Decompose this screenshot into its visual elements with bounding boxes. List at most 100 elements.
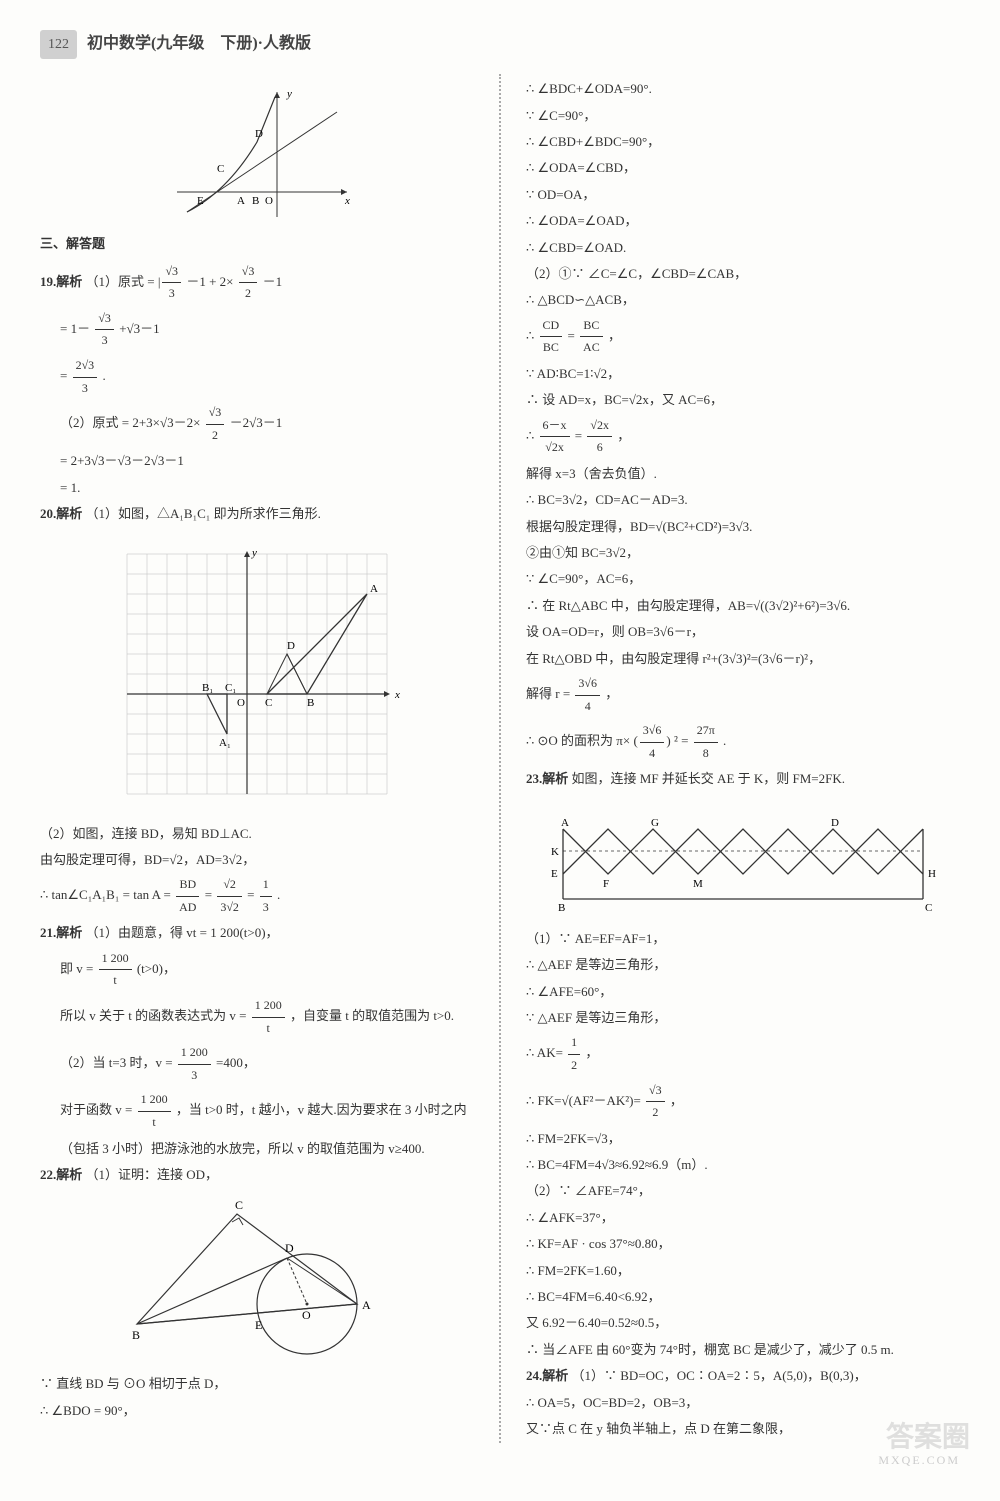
left-column: y x O D C E A B 三、解答题 19.解析 （1）原式 = |√33… xyxy=(40,74,474,1443)
svg-text:C₁: C₁ xyxy=(225,682,236,694)
svg-text:G: G xyxy=(651,817,659,829)
frac: 1 2003 xyxy=(178,1042,211,1086)
svg-text:y: y xyxy=(286,88,292,100)
r14: 解得 x=3（舍去负值）. xyxy=(526,462,960,485)
svg-text:y: y xyxy=(251,547,257,559)
page-number: 122 xyxy=(40,30,77,59)
q20-line1: 20.解析 （1）如图，△A₁B₁C₁ 即为所求作三角形. xyxy=(40,502,474,525)
svg-text:C: C xyxy=(265,697,272,709)
q23-line1: 23.解析 如图，连接 MF 并延长交 AE 于 K，则 FM=2FK. xyxy=(526,767,960,790)
svg-text:x: x xyxy=(344,195,350,207)
q23-p14: ∴ BC=4FM=6.40<6.92， xyxy=(526,1285,960,1308)
q21-label: 21.解析 xyxy=(40,925,82,940)
q19-line4: （2）原式 = 2+3×√3－2× √32 －2√3－1 xyxy=(40,402,474,446)
q23-p6: ∴ AK= 12 ， xyxy=(526,1032,960,1076)
svg-text:B: B xyxy=(252,195,259,207)
r15: ∴ BC=3√2，CD=AC－AD=3. xyxy=(526,488,960,511)
r3: ∴ ∠CBD+∠BDC=90°， xyxy=(526,130,960,153)
r2: ∵ ∠C=90°， xyxy=(526,104,960,127)
q19-line2: = 1－ √33 +√3－1 xyxy=(40,308,474,352)
svg-text:C: C xyxy=(217,163,224,175)
q20-p2: （2）如图，连接 BD，易知 BD⊥AC. xyxy=(40,822,474,845)
q23-p15: 又 6.92－6.40=0.52≈0.5， xyxy=(526,1311,960,1334)
frac: CDBC xyxy=(540,315,563,359)
frac: √23√2 xyxy=(217,874,242,918)
svg-text:E: E xyxy=(197,195,204,207)
q23-p13: ∴ FM=2FK=1.60， xyxy=(526,1259,960,1282)
r22: 解得 r = 3√64 ， xyxy=(526,673,960,717)
q24-line1: 24.解析 （1）∵ BD=OC，OC∶OA=2∶5，A(5,0)，B(0,3)… xyxy=(526,1364,960,1387)
r18: ∵ ∠C=90°，AC=6， xyxy=(526,567,960,590)
q24-p2: ∴ OA=5，OC=BD=2，OB=3， xyxy=(526,1391,960,1414)
r8: （2）①∵ ∠C=∠C，∠CBD=∠CAB， xyxy=(526,262,960,285)
svg-text:D: D xyxy=(255,128,263,140)
q21-line1: 21.解析 （1）由题意，得 vt = 1 200(t>0)， xyxy=(40,921,474,944)
svg-text:A: A xyxy=(370,583,378,595)
column-divider xyxy=(499,74,501,1443)
page-container: 122 初中数学(九年级 下册)·人教版 y x O D C E A B xyxy=(0,0,1000,1473)
q23-p16: ∴ 当∠AFE 由 60°变为 74°时，棚宽 BC 是减少了，减少了 0.5 … xyxy=(526,1338,960,1361)
r9: ∴ △BCD∽△ACB， xyxy=(526,288,960,311)
svg-text:D: D xyxy=(831,817,839,829)
r20: 设 OA=OD=r，则 OB=3√6－r， xyxy=(526,620,960,643)
frac: 13 xyxy=(260,874,272,918)
right-column: ∴ ∠BDC+∠ODA=90°. ∵ ∠C=90°， ∴ ∠CBD+∠BDC=9… xyxy=(526,74,960,1443)
svg-text:O: O xyxy=(302,1308,311,1322)
q21-p4: （2）当 t=3 时，v = 1 2003 =400， xyxy=(40,1042,474,1086)
figure-circle: B C A D O E xyxy=(107,1194,407,1364)
svg-text:E: E xyxy=(551,868,558,880)
r5: ∵ OD=OA， xyxy=(526,183,960,206)
frac: √33 xyxy=(95,308,114,352)
q23-p8: ∴ FM=2FK=√3， xyxy=(526,1127,960,1150)
svg-text:D: D xyxy=(287,640,295,652)
svg-text:A: A xyxy=(237,195,245,207)
r13: ∴ 6－x√2x = √2x6 ， xyxy=(526,415,960,459)
q19-p1: （1）原式 = xyxy=(86,274,155,289)
svg-text:O: O xyxy=(237,697,245,709)
r23: ∴ ⊙O 的面积为 π× (3√64) ² = 27π8 . xyxy=(526,720,960,764)
svg-text:D: D xyxy=(285,1241,294,1255)
r1: ∴ ∠BDC+∠ODA=90°. xyxy=(526,77,960,100)
svg-text:B₁: B₁ xyxy=(202,682,213,694)
q23-p2: （1）∵ AE=EF=AF=1， xyxy=(526,927,960,950)
svg-text:B: B xyxy=(558,902,565,914)
q20-p3: 由勾股定理可得，BD=√2，AD=3√2， xyxy=(40,848,474,871)
frac: √2x6 xyxy=(587,415,612,459)
q23-label: 23.解析 xyxy=(526,771,568,786)
q20-label: 20.解析 xyxy=(40,506,82,521)
r6: ∴ ∠ODA=∠OAD， xyxy=(526,209,960,232)
frac: 2√33 xyxy=(73,355,98,399)
frac: √32 xyxy=(206,402,225,446)
r21: 在 Rt△OBD 中，由勾股定理得 r²+(3√3)²=(3√6－r)²， xyxy=(526,647,960,670)
q23-p7: ∴ FK=√(AF²－AK²)= √32 ， xyxy=(526,1080,960,1124)
frac: 6－x√2x xyxy=(540,415,570,459)
r11: ∵ AD∶BC=1∶√2， xyxy=(526,362,960,385)
page-title: 初中数学(九年级 下册)·人教版 xyxy=(87,30,311,59)
svg-text:B: B xyxy=(132,1328,140,1342)
frac: 1 200t xyxy=(252,995,285,1039)
q23-p3: ∴ △AEF 是等边三角形， xyxy=(526,953,960,976)
frac: 27π8 xyxy=(694,720,718,764)
svg-text:E: E xyxy=(255,1318,262,1332)
r17: ②由①知 BC=3√2， xyxy=(526,541,960,564)
svg-text:F: F xyxy=(603,878,609,890)
q22-line1: 22.解析 （1）证明：连接 OD， xyxy=(40,1163,474,1186)
frac: 1 200t xyxy=(138,1089,171,1133)
svg-text:C: C xyxy=(925,902,932,914)
svg-text:K: K xyxy=(551,846,559,858)
q24-label: 24.解析 xyxy=(526,1368,568,1383)
frac: BDAD xyxy=(176,874,199,918)
q23-p9: ∴ BC=4FM=4√3≈6.92≈6.9（m）. xyxy=(526,1153,960,1176)
q23-p5: ∵ △AEF 是等边三角形， xyxy=(526,1006,960,1029)
figure-zigzag: A G D K F M E H B C xyxy=(543,799,943,919)
svg-text:A₁: A₁ xyxy=(219,737,231,749)
frac: 3√64 xyxy=(640,720,665,764)
frac: 12 xyxy=(568,1032,580,1076)
q21-p6: （包括 3 小时）把游泳池的水放完，所以 v 的取值范围为 v≥400. xyxy=(40,1137,474,1160)
section-title: 三、解答题 xyxy=(40,232,474,255)
r10: ∴ CDBC = BCAC ， xyxy=(526,315,960,359)
q20-p4: ∴ tan∠C₁A₁B₁ = tan A = BDAD = √23√2 = 13… xyxy=(40,874,474,918)
figure-grid: O x y A B C D B₁ C₁ A₁ xyxy=(107,534,407,814)
svg-text:A: A xyxy=(561,817,569,829)
q23-p11: ∴ ∠AFK=37°， xyxy=(526,1206,960,1229)
